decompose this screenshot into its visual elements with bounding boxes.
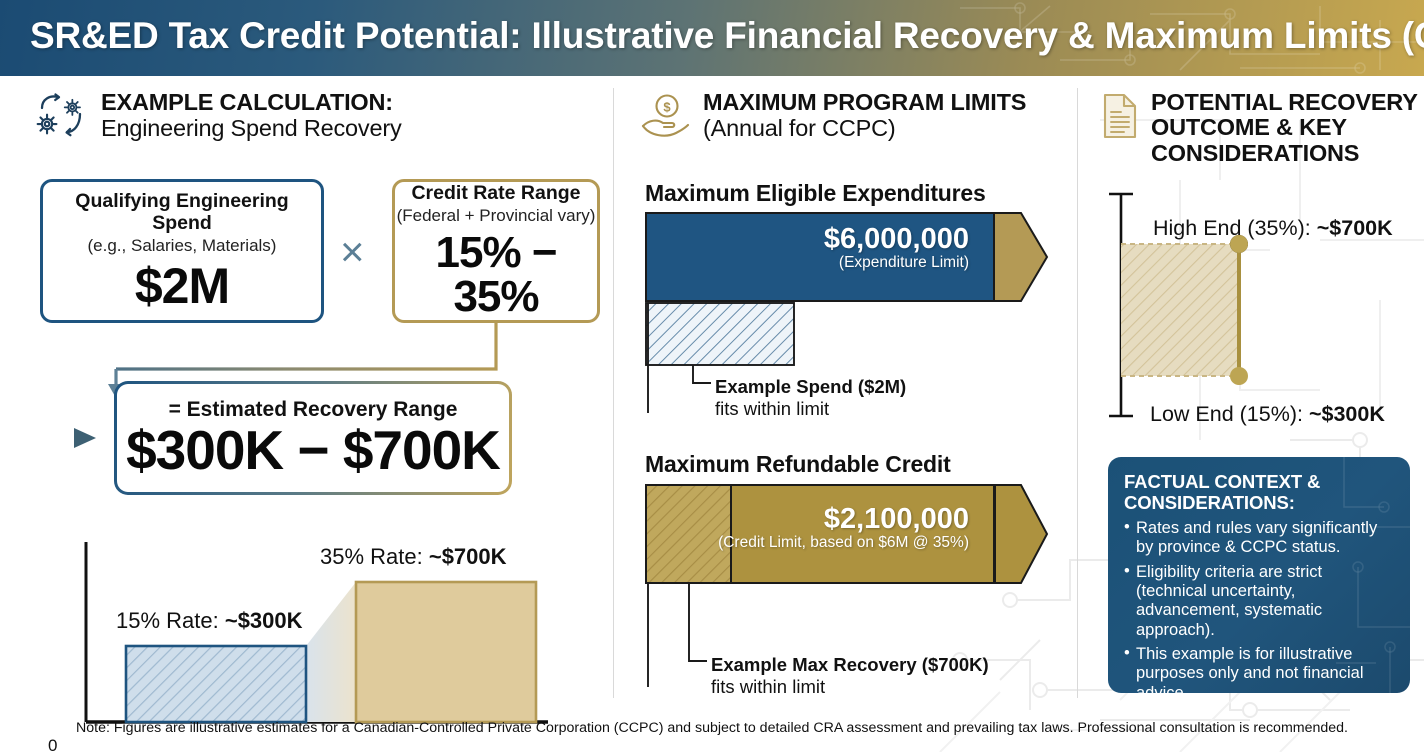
bar-label-high: 35% Rate: ~$700K [320, 544, 507, 569]
left-column-header: EXAMPLE CALCULATION: Engineering Spend R… [32, 89, 592, 149]
gears-icon [32, 92, 90, 149]
rate-comparison-bar-chart: 0 15% Rate: ~$300K 35% Rate: ~$700K [48, 526, 550, 755]
right-heading-line3: CONSIDERATIONS [1151, 139, 1360, 166]
multiplication-operator: × [340, 228, 365, 275]
factbox-title: FACTUAL CONTEXT & CONSIDERATIONS: [1124, 471, 1321, 514]
credit-callout: Example Max Recovery ($700K) fits within… [711, 654, 989, 698]
left-connectors [16, 323, 498, 448]
rate-box-title: Credit Rate Range [411, 182, 581, 205]
high-end-label: High End (35%): ~$700K [1153, 216, 1393, 240]
rate-box-subtitle: (Federal + Provincial vary) [396, 206, 596, 226]
bar-label-low: 15% Rate: ~$300K [116, 608, 303, 633]
spend-box-subtitle: (e.g., Salaries, Materials) [87, 236, 277, 256]
left-heading-line2: Engineering Spend Recovery [101, 115, 402, 142]
credit-section-title: Maximum Refundable Credit [645, 451, 951, 477]
credit-rate-box: Credit Rate Range (Federal + Provincial … [392, 179, 600, 323]
estimated-recovery-box: = Estimated Recovery Range $300K − $700K [114, 381, 512, 495]
page-title: SR&ED Tax Credit Potential: Illustrative… [30, 15, 1424, 56]
footer-note-text: Note: Figures are illustrative estimates… [76, 720, 1348, 736]
qualifying-spend-box: Qualifying Engineering Spend (e.g., Sala… [40, 179, 324, 323]
right-column-header: POTENTIAL RECOVERY OUTCOME & KEY CONSIDE… [1100, 89, 1420, 166]
list-item: Rates and rules vary significantly by pr… [1124, 518, 1394, 558]
credit-limit-value-label: $2,100,000 (Credit Limit, based on $6M @… [718, 503, 969, 552]
header-circuit-pattern [960, 2, 1424, 74]
footer-note: Note: Figures are illustrative estimates… [0, 704, 1424, 752]
page-header: SR&ED Tax Credit Potential: Illustrative… [0, 0, 1424, 76]
middle-heading-line1: MAXIMUM PROGRAM LIMITS [703, 89, 1027, 115]
maximum-eligible-expenditures-chart: $6,000,000 (Expenditure Limit) Example S… [645, 212, 1065, 452]
factbox-bullet-list: Rates and rules vary significantly by pr… [1124, 518, 1394, 693]
left-heading-line1: EXAMPLE CALCULATION: [101, 89, 393, 115]
result-box-value: $300K − $700K [126, 419, 501, 482]
list-item: This example is for illustrative purpose… [1124, 644, 1394, 693]
result-box-title: = Estimated Recovery Range [168, 397, 458, 421]
rate-box-value: 15% − 35% [435, 227, 558, 321]
factual-context-panel: FACTUAL CONTEXT & CONSIDERATIONS: Rates … [1108, 457, 1410, 693]
right-heading-line1: POTENTIAL RECOVERY [1151, 89, 1418, 115]
infographic-body: EXAMPLE CALCULATION: Engineering Spend R… [0, 76, 1424, 755]
column-divider-1 [613, 88, 614, 698]
column-divider-2 [1077, 88, 1078, 698]
spend-box-value: $2M [134, 257, 230, 314]
document-icon [1100, 92, 1140, 145]
middle-heading-line2: (Annual for CCPC) [703, 115, 896, 142]
list-item: Eligibility criteria are strict (technic… [1124, 562, 1394, 640]
expenditures-callout: Example Spend ($2M) fits within limit [715, 376, 907, 420]
svg-text:$: $ [663, 100, 671, 115]
maximum-refundable-credit-chart: $2,100,000 (Credit Limit, based on $6M @… [645, 484, 1065, 724]
spend-box-title: Qualifying Engineering Spend [75, 190, 289, 235]
chart-zero-tick: 0 [48, 736, 58, 755]
expenditure-limit-value-label: $6,000,000 (Expenditure Limit) [823, 223, 969, 272]
hand-holding-coin-icon: $ [640, 92, 692, 149]
middle-column-header: $ MAXIMUM PROGRAM LIMITS (Annual for CCP… [640, 89, 1060, 149]
right-heading-line2: OUTCOME & KEY [1151, 114, 1347, 141]
low-end-label: Low End (15%): ~$300K [1150, 402, 1385, 426]
expenditures-section-title: Maximum Eligible Expenditures [645, 180, 986, 206]
